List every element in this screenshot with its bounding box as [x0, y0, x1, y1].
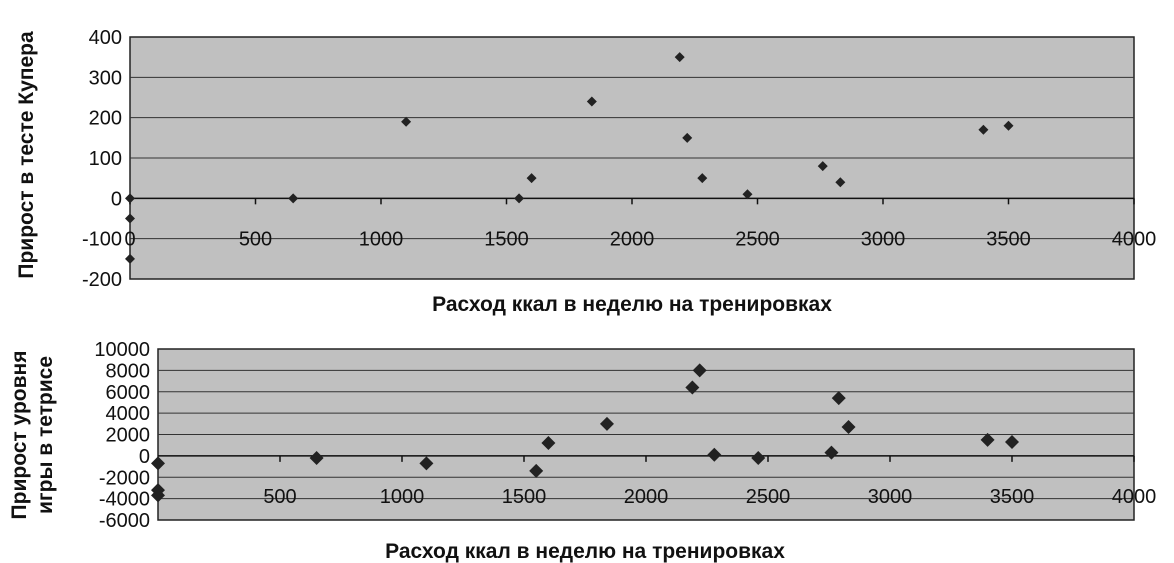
x-tick-label: 1000 — [359, 228, 404, 250]
data-point — [125, 213, 135, 224]
data-point — [514, 193, 525, 204]
y-tick-label: 8000 — [106, 360, 151, 382]
chart-1-gridlines — [130, 76, 1134, 240]
x-tick-label: 2000 — [610, 228, 655, 250]
data-point — [674, 52, 685, 63]
data-point — [125, 253, 135, 264]
y-tick-label: -6000 — [99, 510, 150, 532]
data-point — [751, 451, 766, 466]
data-point — [831, 391, 846, 406]
data-point — [586, 96, 597, 107]
x-tick-label: 0 — [124, 228, 135, 250]
y-tick-label: 200 — [89, 108, 122, 130]
data-point — [288, 193, 299, 204]
data-point — [692, 363, 707, 378]
x-tick-label: 4000 — [1112, 228, 1157, 250]
x-tick-label: 2500 — [746, 486, 791, 508]
data-point — [824, 445, 839, 460]
data-point — [1003, 120, 1014, 131]
data-point — [685, 380, 700, 395]
x-tick-label: 3000 — [868, 486, 913, 508]
data-point — [742, 189, 753, 200]
data-point — [125, 193, 135, 204]
data-point — [817, 161, 828, 172]
x-tick-label: 2500 — [735, 228, 780, 250]
data-point — [419, 456, 434, 471]
chart-2-points — [151, 363, 1019, 503]
x-tick-label: 500 — [239, 228, 272, 250]
chart-2-x-axis-label: Расход ккал в неделю на тренировках — [385, 540, 785, 563]
y-tick-label: 0 — [139, 446, 150, 468]
data-point — [682, 132, 693, 143]
x-tick-label: 3500 — [990, 486, 1035, 508]
y-tick-label: 400 — [89, 27, 122, 49]
data-point — [541, 436, 556, 451]
data-point — [309, 451, 324, 466]
data-point — [707, 447, 722, 462]
y-tick-label: -2000 — [99, 467, 150, 489]
chart-2-y-axis-label-line-2: игры в тетрисе — [34, 356, 57, 514]
data-point — [697, 173, 708, 184]
y-tick-label: 300 — [89, 67, 122, 89]
data-point — [529, 463, 544, 478]
x-tick-label: 2000 — [624, 486, 669, 508]
data-point — [526, 173, 537, 184]
y-tick-label: -4000 — [99, 489, 150, 511]
y-tick-label: 0 — [111, 188, 122, 210]
x-tick-label: 3500 — [986, 228, 1031, 250]
data-point — [1005, 434, 1019, 449]
chart-2-y-axis-label-line-1: Прирост уровня — [8, 351, 31, 520]
data-point — [835, 177, 846, 188]
y-tick-label: -200 — [82, 269, 122, 291]
data-point — [151, 488, 165, 503]
chart-1-points — [125, 52, 1014, 264]
y-tick-label: 100 — [89, 148, 122, 170]
chart-1-y-tick-labels: 400 300 200 100 0 -100 -200 — [82, 27, 122, 291]
data-point — [978, 124, 989, 135]
chart-1-y-axis-label: Прирост в тесте Купера — [15, 31, 38, 279]
data-point — [841, 420, 856, 435]
data-point — [401, 116, 412, 127]
x-tick-label: 1500 — [502, 486, 547, 508]
x-tick-label: 3000 — [861, 228, 906, 250]
chart-1-x-tick-labels: 0 500 1000 1500 2000 2500 3000 3500 4000 — [124, 228, 1156, 250]
y-tick-label: 6000 — [106, 382, 151, 404]
y-tick-label: 4000 — [106, 403, 151, 425]
y-tick-label: -100 — [82, 229, 122, 251]
y-tick-label: 2000 — [106, 425, 151, 447]
x-tick-label: 4000 — [1112, 486, 1157, 508]
data-point — [151, 456, 165, 471]
y-tick-label: 10000 — [94, 339, 150, 361]
data-point — [599, 416, 614, 431]
x-tick-label: 1500 — [484, 228, 529, 250]
chart-1-x-axis-label: Расход ккал в неделю на тренировках — [432, 293, 832, 316]
x-tick-label: 1000 — [380, 486, 425, 508]
data-point — [980, 432, 995, 447]
x-tick-label: 500 — [263, 486, 296, 508]
chart-2-x-tick-labels: 500 1000 1500 2000 2500 3000 3500 4000 — [263, 486, 1156, 508]
